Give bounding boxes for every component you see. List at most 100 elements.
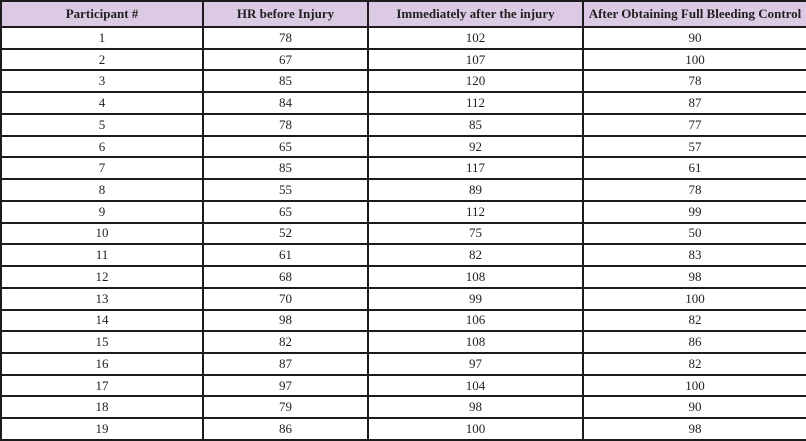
table-cell: 13	[0, 286, 204, 311]
table-cell: 108	[367, 265, 584, 289]
table-cell: 18	[0, 395, 204, 420]
table-cell: 75	[367, 221, 584, 246]
column-header-full-bleeding-control: After Obtaining Full Bleeding Control	[582, 0, 806, 28]
table-cell: 86	[582, 330, 806, 355]
table-cell: 61	[202, 243, 369, 268]
table-cell: 97	[367, 352, 584, 376]
table-cell: 84	[202, 91, 369, 115]
table-cell: 50	[582, 221, 806, 246]
column-header-hr-before: HR before Injury	[202, 0, 369, 28]
table-row: 14 98 106 82	[0, 308, 806, 333]
table-cell: 98	[367, 395, 584, 420]
table-cell: 85	[367, 112, 584, 137]
table-row: 3 85 120 78	[0, 69, 806, 94]
table-cell: 117	[367, 156, 584, 181]
table-cell: 107	[367, 47, 584, 72]
table-cell: 3	[0, 69, 204, 94]
table-row: 8 55 89 78	[0, 178, 806, 202]
table-cell: 108	[367, 330, 584, 355]
table-cell: 68	[202, 265, 369, 289]
table-row: 6 65 92 57	[0, 134, 806, 159]
table-cell: 1	[0, 26, 204, 50]
table-cell: 55	[202, 178, 369, 202]
table-cell: 8	[0, 178, 204, 202]
table-cell: 7	[0, 156, 204, 181]
table-cell: 112	[367, 199, 584, 224]
table-cell: 78	[582, 178, 806, 202]
table-cell: 15	[0, 330, 204, 355]
column-header-participant: Participant #	[0, 0, 204, 28]
table-cell: 82	[582, 352, 806, 376]
table-cell: 83	[582, 243, 806, 268]
table-body: 1 78 102 90 2 67 107 100 3 85 120 78 4 84 112 87 5 78 85 77…	[0, 26, 806, 441]
table-cell: 77	[582, 112, 806, 137]
table-row: 9 65 112 99	[0, 199, 806, 224]
table-row: 2 67 107 100	[0, 47, 806, 72]
table-row: 7 85 117 61	[0, 156, 806, 181]
table-cell: 100	[367, 417, 584, 441]
table-cell: 2	[0, 47, 204, 72]
column-header-immediately-after: Immediately after the injury	[367, 0, 584, 28]
table-cell: 4	[0, 91, 204, 115]
header-row: Participant # HR before Injury Immediate…	[0, 0, 806, 28]
table-cell: 65	[202, 134, 369, 159]
table-row: 17 97 104 100	[0, 373, 806, 398]
table-cell: 98	[202, 308, 369, 333]
table-row: 11 61 82 83	[0, 243, 806, 268]
table-row: 4 84 112 87	[0, 91, 806, 115]
table-cell: 65	[202, 199, 369, 224]
table-cell: 61	[582, 156, 806, 181]
table-row: 16 87 97 82	[0, 352, 806, 376]
table-cell: 102	[367, 26, 584, 50]
table-cell: 89	[367, 178, 584, 202]
table-row: 15 82 108 86	[0, 330, 806, 355]
table-cell: 70	[202, 286, 369, 311]
table-cell: 82	[202, 330, 369, 355]
table-cell: 67	[202, 47, 369, 72]
table-cell: 19	[0, 417, 204, 441]
table-row: 18 79 98 90	[0, 395, 806, 420]
table-cell: 99	[367, 286, 584, 311]
table-row: 1 78 102 90	[0, 26, 806, 50]
table-row: 19 86 100 98	[0, 417, 806, 441]
table-cell: 86	[202, 417, 369, 441]
table-cell: 82	[367, 243, 584, 268]
table-cell: 90	[582, 395, 806, 420]
table-cell: 5	[0, 112, 204, 137]
table-cell: 97	[202, 373, 369, 398]
table-row: 5 78 85 77	[0, 112, 806, 137]
table-cell: 92	[367, 134, 584, 159]
table-cell: 120	[367, 69, 584, 94]
table-row: 10 52 75 50	[0, 221, 806, 246]
table-cell: 98	[582, 417, 806, 441]
table-cell: 9	[0, 199, 204, 224]
table-cell: 104	[367, 373, 584, 398]
table-cell: 6	[0, 134, 204, 159]
table-cell: 78	[202, 112, 369, 137]
table-cell: 100	[582, 286, 806, 311]
table-cell: 100	[582, 373, 806, 398]
table-cell: 78	[202, 26, 369, 50]
table-cell: 16	[0, 352, 204, 376]
table-cell: 57	[582, 134, 806, 159]
table-cell: 106	[367, 308, 584, 333]
table-cell: 99	[582, 199, 806, 224]
table-cell: 12	[0, 265, 204, 289]
table-cell: 78	[582, 69, 806, 94]
table-row: 13 70 99 100	[0, 286, 806, 311]
table-cell: 98	[582, 265, 806, 289]
table-cell: 52	[202, 221, 369, 246]
table-cell: 90	[582, 26, 806, 50]
table-cell: 79	[202, 395, 369, 420]
table-cell: 85	[202, 69, 369, 94]
table-cell: 112	[367, 91, 584, 115]
table-cell: 82	[582, 308, 806, 333]
table-cell: 10	[0, 221, 204, 246]
table-cell: 85	[202, 156, 369, 181]
table-cell: 11	[0, 243, 204, 268]
table-cell: 100	[582, 47, 806, 72]
table-row: 12 68 108 98	[0, 265, 806, 289]
table-cell: 14	[0, 308, 204, 333]
